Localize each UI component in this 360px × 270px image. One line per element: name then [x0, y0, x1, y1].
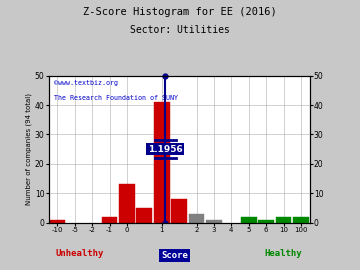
Bar: [102, 217, 117, 223]
Bar: [49, 220, 65, 223]
Bar: [171, 199, 187, 223]
Y-axis label: Number of companies (94 total): Number of companies (94 total): [26, 93, 32, 205]
Bar: [276, 217, 291, 223]
Text: Unhealthy: Unhealthy: [56, 249, 104, 258]
Bar: [119, 184, 135, 223]
Bar: [206, 220, 222, 223]
Text: Z-Score Histogram for EE (2016): Z-Score Histogram for EE (2016): [83, 7, 277, 17]
Bar: [258, 220, 274, 223]
Text: The Research Foundation of SUNY: The Research Foundation of SUNY: [54, 95, 178, 101]
Text: Healthy: Healthy: [265, 249, 302, 258]
Bar: [189, 214, 204, 223]
Text: ©www.textbiz.org: ©www.textbiz.org: [54, 80, 118, 86]
Bar: [241, 217, 257, 223]
Bar: [154, 102, 170, 223]
Text: 1.1956: 1.1956: [148, 145, 183, 154]
Text: Sector: Utilities: Sector: Utilities: [130, 25, 230, 35]
Bar: [136, 208, 152, 223]
Bar: [293, 217, 309, 223]
Text: Score: Score: [161, 251, 188, 260]
